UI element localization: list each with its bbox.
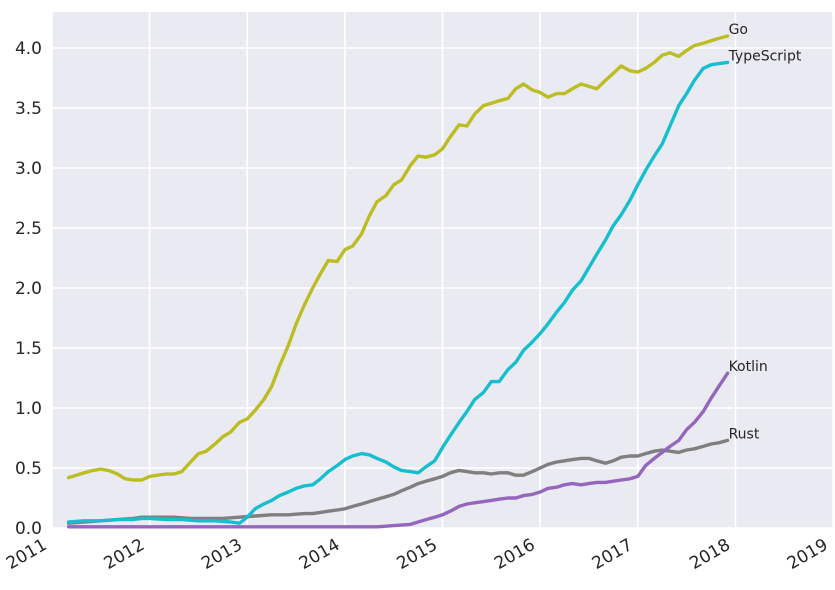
x-axis-tick-labels: 2011 2012 2013 2014 2015 2016 2017 2018 2019 <box>3 535 831 574</box>
x-tick-label: 2018 <box>686 535 733 574</box>
y-tick-label: 0.0 <box>15 519 42 539</box>
series-label-rust: Rust <box>729 426 760 442</box>
y-tick-label: 3.0 <box>15 159 42 179</box>
series-line-go <box>66 34 730 482</box>
x-tick-label: 2017 <box>589 535 636 574</box>
x-tick-label: 2011 <box>3 535 50 574</box>
y-tick-label: 3.5 <box>15 99 42 119</box>
series-lines <box>66 34 730 529</box>
series-end-labels: Go TypeScript Kotlin Rust <box>728 22 802 442</box>
y-tick-label: 2.5 <box>15 219 42 239</box>
series-line-kotlin <box>66 371 730 529</box>
x-tick-label: 2015 <box>394 535 441 574</box>
x-tick-label: 2019 <box>784 535 831 574</box>
series-label-go: Go <box>729 22 748 38</box>
x-tick-label: 2014 <box>296 535 343 574</box>
y-tick-label: 4.0 <box>15 39 42 59</box>
x-tick-label: 2016 <box>491 535 538 574</box>
y-tick-label: 1.0 <box>15 399 42 419</box>
series-line-rust <box>66 438 730 525</box>
y-tick-label: 0.5 <box>15 459 42 479</box>
x-tick-label: 2013 <box>198 535 245 574</box>
series-line-typescript <box>66 60 730 525</box>
y-axis-tick-labels: 0.0 0.5 1.0 1.5 2.0 2.5 3.0 3.5 4.0 <box>15 39 42 539</box>
series-label-typescript: TypeScript <box>728 48 802 64</box>
series-label-kotlin: Kotlin <box>729 359 768 375</box>
gridlines <box>51 12 834 529</box>
y-tick-label: 2.0 <box>15 279 42 299</box>
y-tick-label: 1.5 <box>15 339 42 359</box>
x-tick-label: 2012 <box>101 535 148 574</box>
